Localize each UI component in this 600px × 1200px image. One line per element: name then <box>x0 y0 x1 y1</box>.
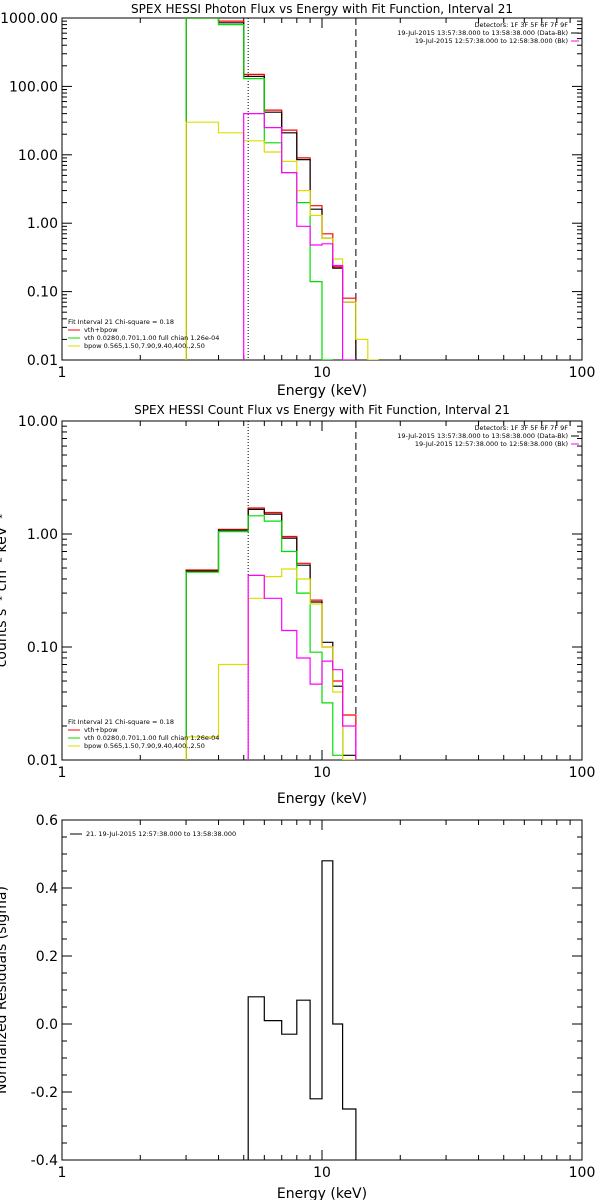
x-tick-label: 10 <box>313 765 331 781</box>
plot-area <box>247 860 357 1160</box>
series-line-bk <box>243 113 356 360</box>
plot-area <box>185 421 357 760</box>
x-tick-label: 10 <box>313 1165 331 1181</box>
legend-bottom-line: vth+bpow <box>84 326 118 334</box>
series-line-vth <box>185 18 333 360</box>
x-axis-label: Energy (keV) <box>277 1186 367 1200</box>
series-line-21-19-jul-2015-12-57-38-000-to-13-58-38-000 <box>247 860 357 1160</box>
y-tick-label: 0.10 <box>27 285 58 301</box>
x-tick-label: 100 <box>569 765 596 781</box>
legend-line: 21. 19-Jul-2015 12:57:38.000 to 13:58:38… <box>86 830 236 838</box>
legend-bottom-line: vth 0.0280,0.701,1.00 full chian 1.26e-0… <box>84 734 219 742</box>
y-tick-label: -0.4 <box>31 1153 58 1169</box>
y-tick-label: 0.01 <box>27 353 58 369</box>
chart-title: SPEX HESSI Photon Flux vs Energy with Fi… <box>131 2 513 16</box>
y-tick-label: 100.00 <box>9 79 58 95</box>
x-tick-label: 100 <box>569 365 596 381</box>
series-line-vth-bpow <box>185 18 357 360</box>
legend-bottom-line: bpow 0.565,1.50,7.90,9.40,400.,2.50 <box>84 742 205 750</box>
legend-top-line: Detectors: 1F 3F 5F 6F 7F 9F <box>474 424 568 432</box>
y-tick-label: 10.00 <box>18 414 58 430</box>
y-tick-label: 0.2 <box>36 949 58 965</box>
x-tick-label: 1 <box>58 765 67 781</box>
y-tick-label: 0.4 <box>36 881 58 897</box>
series-line-data <box>185 508 357 760</box>
y-axis-label: counts s⁻¹ cm⁻² keV⁻¹ <box>0 514 10 668</box>
y-axis-label: Normalized Residuals (sigma) <box>0 886 10 1094</box>
chart-panel-1: SPEX HESSI Photon Flux vs Energy with Fi… <box>0 2 595 399</box>
x-axis-label: Energy (keV) <box>277 791 367 807</box>
series-line-data <box>185 18 357 360</box>
legend-top-line: 19-Jul-2015 12:57:38.000 to 12:58:38.000… <box>415 440 568 448</box>
y-tick-label: 1.00 <box>27 216 58 232</box>
x-tick-label: 1 <box>58 365 67 381</box>
series-line-vth-bpow <box>185 507 357 760</box>
x-tick-label: 10 <box>313 365 331 381</box>
y-tick-label: 1000.00 <box>0 11 58 27</box>
legend-top-line: 19-Jul-2015 13:57:38.000 to 13:58:38.000… <box>397 432 568 440</box>
x-tick-label: 1 <box>58 1165 67 1181</box>
legend-top-line: 19-Jul-2015 13:57:38.000 to 13:58:38.000… <box>397 29 568 37</box>
legend-bottom-line: bpow 0.565,1.50,7.90,9.40,400.,2.50 <box>84 342 205 350</box>
series-line-bpow <box>185 568 356 760</box>
x-tick-label: 100 <box>569 1165 596 1181</box>
legend-top-line: Detectors: 1F 3F 5F 6F 7F 9F <box>474 21 568 29</box>
y-tick-label: 0.01 <box>27 753 58 769</box>
y-tick-label: 0.6 <box>36 813 58 829</box>
series-line-vth <box>185 515 356 760</box>
legend-bottom-line: vth+bpow <box>84 726 118 734</box>
x-axis-label: Energy (keV) <box>277 383 367 399</box>
plot-frame <box>61 420 583 761</box>
y-tick-label: 0.10 <box>27 640 58 656</box>
legend-bottom-line: Fit Interval 21 Chi-square = 0.18 <box>68 318 174 326</box>
y-tick-label: 0.0 <box>36 1017 58 1033</box>
chart-title: SPEX HESSI Count Flux vs Energy with Fit… <box>134 403 510 417</box>
chart-panel-2: SPEX HESSI Count Flux vs Energy with Fit… <box>0 403 595 807</box>
legend-bottom-line: vth 0.0280,0.701,1.00 full chian 1.26e-0… <box>84 334 219 342</box>
chart-panel-3: 1 10 100 -0.4 -0.2 0.0 0.2 0.4 0.6 Energy (keV) No… <box>0 813 595 1200</box>
y-tick-label: 1.00 <box>27 527 58 543</box>
y-tick-label: -0.2 <box>31 1085 58 1101</box>
plot-area <box>185 18 379 360</box>
legend-bottom-line: Fit Interval 21 Chi-square = 0.18 <box>68 718 174 726</box>
series-line-bk <box>247 574 357 760</box>
y-tick-label: 10.00 <box>18 148 58 164</box>
legend-top-line: 19-Jul-2015 12:57:38.000 to 12:58:38.000… <box>415 37 568 45</box>
